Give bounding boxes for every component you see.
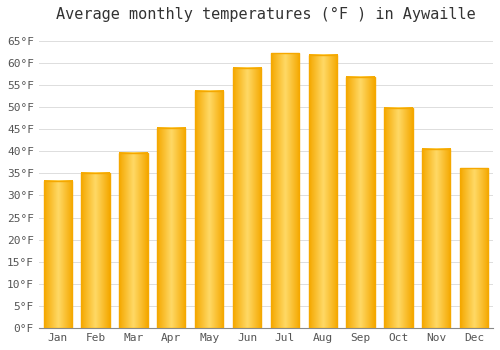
Bar <box>233 68 261 328</box>
Bar <box>195 91 224 328</box>
Bar <box>384 108 412 328</box>
Bar <box>308 55 337 328</box>
Bar <box>346 77 375 328</box>
Bar <box>82 173 110 328</box>
Bar <box>270 54 299 328</box>
Bar <box>44 181 72 328</box>
Bar <box>460 168 488 328</box>
Bar <box>422 148 450 328</box>
Bar <box>157 128 186 328</box>
Title: Average monthly temperatures (°F ) in Aywaille: Average monthly temperatures (°F ) in Ay… <box>56 7 476 22</box>
Bar <box>119 153 148 328</box>
